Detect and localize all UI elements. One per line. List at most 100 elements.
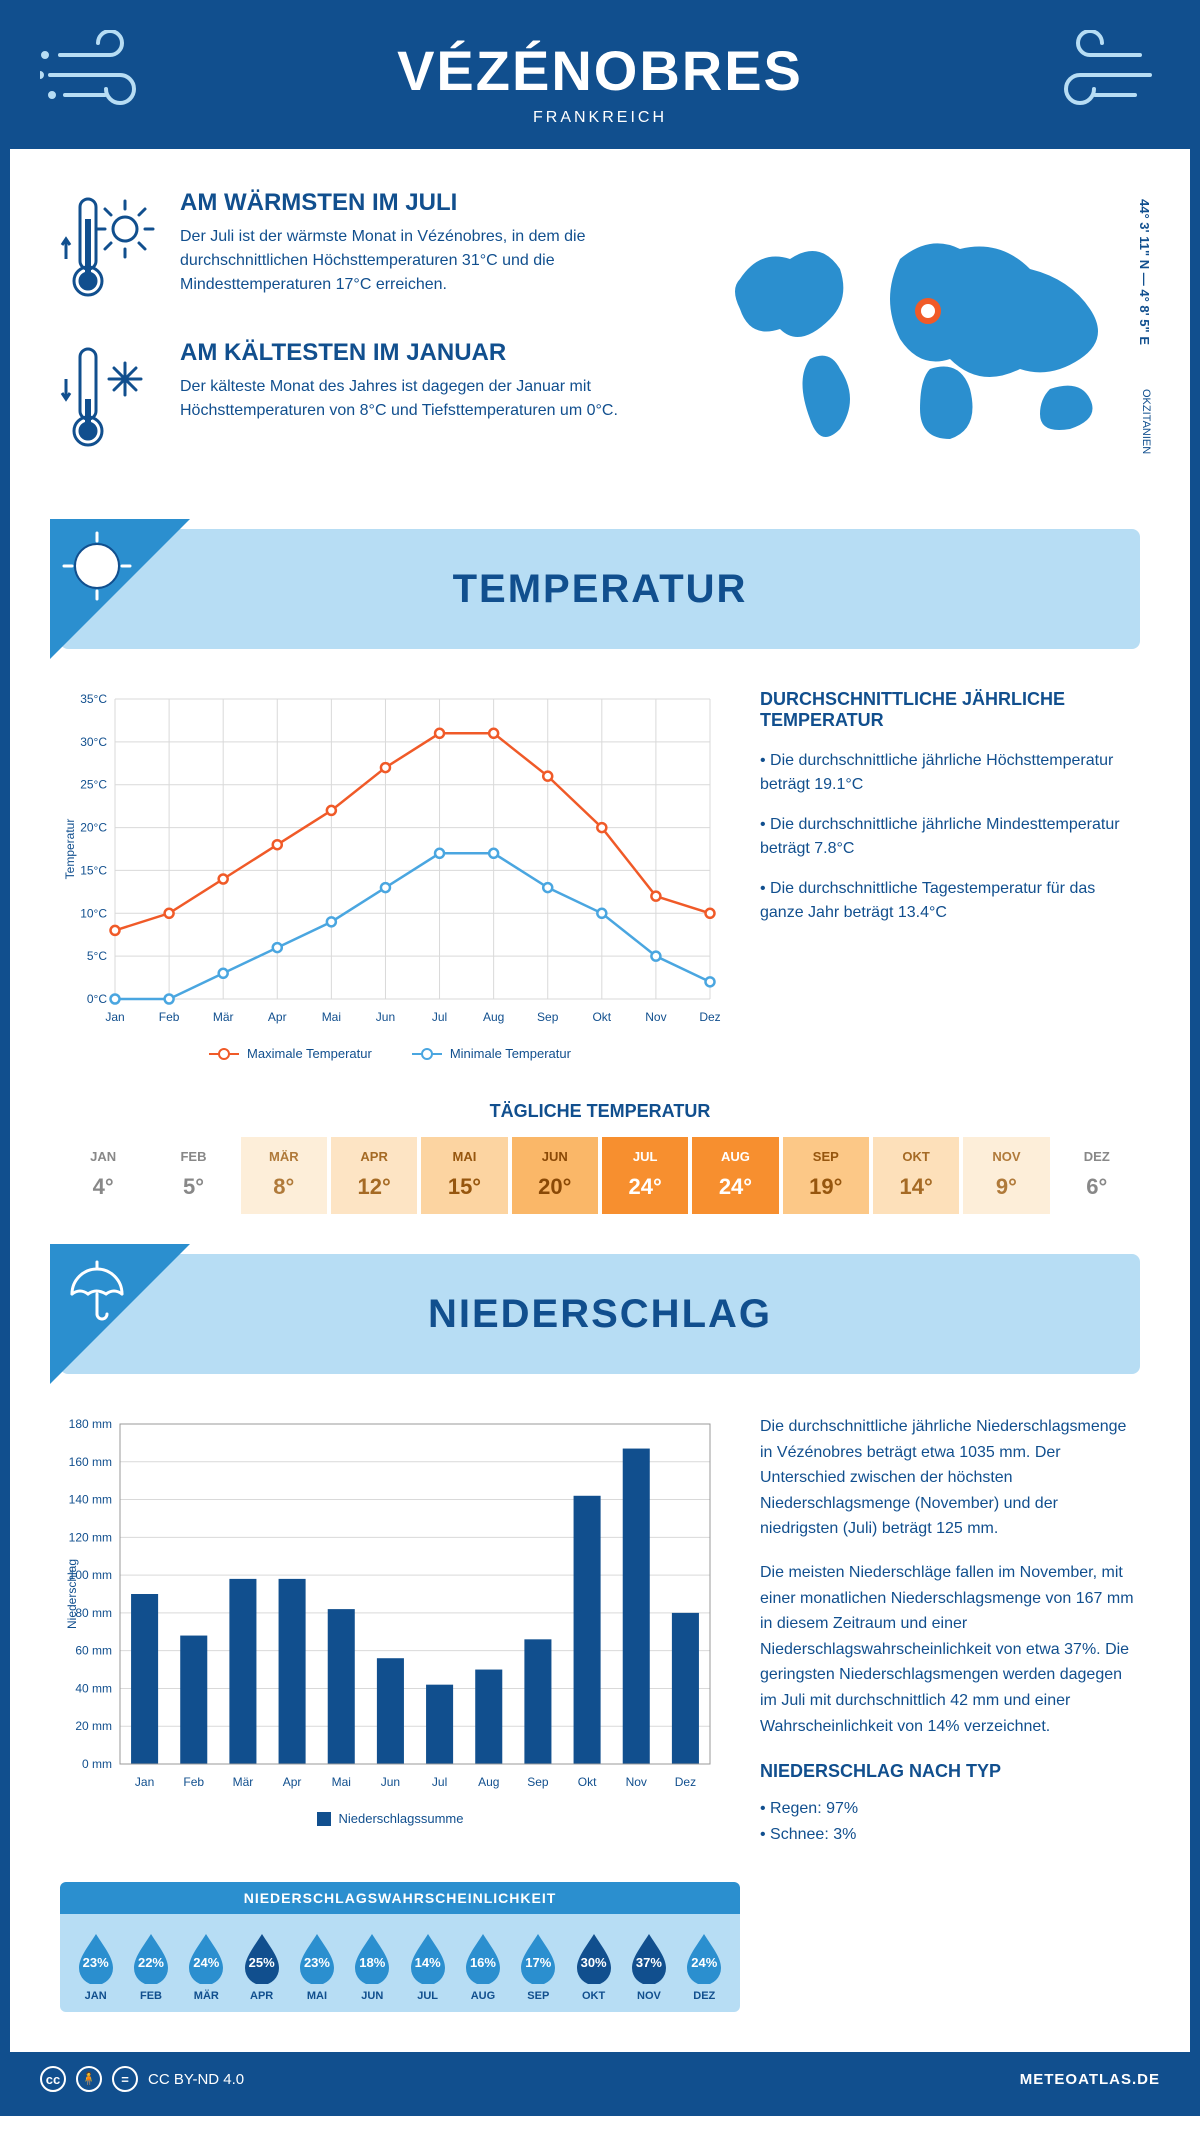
prob-cell: 18% JUN xyxy=(345,1932,400,2002)
thermometer-hot-icon xyxy=(60,189,160,309)
legend-low: Minimale Temperatur xyxy=(412,1046,571,1061)
legend-high: Maximale Temperatur xyxy=(209,1046,372,1061)
raindrop-icon: 18% xyxy=(351,1932,393,1984)
svg-text:Jan: Jan xyxy=(105,1010,124,1024)
svg-text:Mär: Mär xyxy=(213,1010,234,1024)
location-marker xyxy=(918,301,938,321)
prob-cell: 24% DEZ xyxy=(677,1932,732,2002)
prob-title: NIEDERSCHLAGSWAHRSCHEINLICHKEIT xyxy=(60,1882,740,1914)
svg-text:0 mm: 0 mm xyxy=(82,1757,112,1771)
svg-text:Okt: Okt xyxy=(578,1775,597,1789)
precip-type-title: NIEDERSCHLAG NACH TYP xyxy=(760,1757,1140,1786)
svg-text:Mai: Mai xyxy=(322,1010,341,1024)
daily-temp-cell: MAI15° xyxy=(421,1137,507,1214)
precip-p2: Die meisten Niederschläge fallen im Nove… xyxy=(760,1560,1140,1739)
page-subtitle: FRANKREICH xyxy=(10,109,1190,127)
raindrop-icon: 22% xyxy=(130,1932,172,1984)
license-block: cc 🧍 = CC BY-ND 4.0 xyxy=(40,2066,244,2092)
header: VÉZÉNOBRES FRANKREICH xyxy=(10,10,1190,149)
daily-temp-strip: JAN4°FEB5°MÄR8°APR12°MAI15°JUN20°JUL24°A… xyxy=(60,1137,1140,1214)
svg-text:0°C: 0°C xyxy=(87,992,107,1006)
precip-body: 0 mm20 mm40 mm60 mm80 mm100 mm120 mm140 … xyxy=(10,1374,1190,1857)
map-column: 44° 3' 11" N — 4° 8' 5" E OKZITANIEN xyxy=(720,189,1140,489)
temperature-banner: TEMPERATUR xyxy=(60,529,1140,649)
site-label: METEOATLAS.DE xyxy=(1020,2071,1160,2088)
warmest-text: Der Juli ist der wärmste Monat in Vézéno… xyxy=(180,225,680,297)
prob-row: 23% JAN 22% FEB 24% MÄR 25% APR 23% MAI xyxy=(60,1914,740,2012)
prob-cell: 22% FEB xyxy=(123,1932,178,2002)
svg-text:Jul: Jul xyxy=(432,1775,447,1789)
sun-icon xyxy=(50,519,190,659)
coldest-text: Der kälteste Monat des Jahres ist dagege… xyxy=(180,375,680,423)
daily-temp-cell: APR12° xyxy=(331,1137,417,1214)
wind-icon xyxy=(1020,30,1160,120)
svg-text:Apr: Apr xyxy=(283,1775,302,1789)
temperature-body: 0°C5°C10°C15°C20°C25°C30°C35°CJanFebMärA… xyxy=(10,649,1190,1081)
page-frame: VÉZÉNOBRES FRANKREICH xyxy=(0,0,1200,2116)
coldest-block: AM KÄLTESTEN IM JANUAR Der kälteste Mona… xyxy=(60,339,680,459)
svg-text:Feb: Feb xyxy=(183,1775,204,1789)
precip-p1: Die durchschnittliche jährliche Niedersc… xyxy=(760,1414,1140,1542)
precip-chart: 0 mm20 mm40 mm60 mm80 mm100 mm120 mm140 … xyxy=(60,1414,720,1847)
raindrop-icon: 30% xyxy=(573,1932,615,1984)
license-text: CC BY-ND 4.0 xyxy=(148,2071,244,2088)
svg-text:20 mm: 20 mm xyxy=(75,1719,112,1733)
svg-text:Feb: Feb xyxy=(159,1010,180,1024)
svg-text:80 mm: 80 mm xyxy=(75,1606,112,1620)
svg-text:120 mm: 120 mm xyxy=(69,1530,112,1544)
daily-temp-cell: JUN20° xyxy=(512,1137,598,1214)
daily-temp-cell: JUL24° xyxy=(602,1137,688,1214)
coldest-title: AM KÄLTESTEN IM JANUAR xyxy=(180,339,680,367)
daily-temp-cell: NOV9° xyxy=(963,1137,1049,1214)
prob-cell: 23% MAI xyxy=(289,1932,344,2002)
svg-text:Sep: Sep xyxy=(537,1010,559,1024)
svg-text:Jul: Jul xyxy=(432,1010,447,1024)
precip-type-item: • Regen: 97% xyxy=(760,1796,1140,1822)
svg-text:Jan: Jan xyxy=(135,1775,154,1789)
precip-banner: NIEDERSCHLAG xyxy=(60,1254,1140,1374)
temp-bullet: • Die durchschnittliche jährliche Höchst… xyxy=(760,749,1140,797)
raindrop-icon: 37% xyxy=(628,1932,670,1984)
svg-text:40 mm: 40 mm xyxy=(75,1681,112,1695)
precip-title: NIEDERSCHLAG xyxy=(428,1292,772,1337)
svg-text:20°C: 20°C xyxy=(80,821,107,835)
cc-icon: cc xyxy=(40,2066,66,2092)
svg-text:35°C: 35°C xyxy=(80,692,107,706)
daily-temp-cell: SEP19° xyxy=(783,1137,869,1214)
prob-cell: 16% AUG xyxy=(455,1932,510,2002)
daily-temp-cell: JAN4° xyxy=(60,1137,146,1214)
svg-text:Aug: Aug xyxy=(478,1775,499,1789)
temp-bullet: • Die durchschnittliche Tagestemperatur … xyxy=(760,877,1140,925)
svg-text:Nov: Nov xyxy=(645,1010,666,1024)
daily-temp-title: TÄGLICHE TEMPERATUR xyxy=(10,1101,1190,1122)
prob-cell: 17% SEP xyxy=(511,1932,566,2002)
svg-text:Niederschlag: Niederschlag xyxy=(65,1559,79,1629)
prob-cell: 23% JAN xyxy=(68,1932,123,2002)
warmest-title: AM WÄRMSTEN IM JULI xyxy=(180,189,680,217)
legend-precip: Niederschlagssumme xyxy=(317,1811,464,1826)
svg-text:Temperatur: Temperatur xyxy=(63,819,77,880)
prob-cell: 14% JUL xyxy=(400,1932,455,2002)
svg-text:140 mm: 140 mm xyxy=(69,1493,112,1507)
raindrop-icon: 16% xyxy=(462,1932,504,1984)
svg-text:25°C: 25°C xyxy=(80,778,107,792)
raindrop-icon: 23% xyxy=(75,1932,117,1984)
raindrop-icon: 25% xyxy=(241,1932,283,1984)
temp-summary-title: DURCHSCHNITTLICHE JÄHRLICHE TEMPERATUR xyxy=(760,689,1140,731)
svg-text:5°C: 5°C xyxy=(87,949,107,963)
intro-text-column: AM WÄRMSTEN IM JULI Der Juli ist der wär… xyxy=(60,189,680,489)
svg-text:Jun: Jun xyxy=(381,1775,400,1789)
prob-cell: 25% APR xyxy=(234,1932,289,2002)
svg-text:Apr: Apr xyxy=(268,1010,287,1024)
intro-section: AM WÄRMSTEN IM JULI Der Juli ist der wär… xyxy=(10,149,1190,519)
svg-text:Dez: Dez xyxy=(699,1010,720,1024)
svg-text:Nov: Nov xyxy=(626,1775,647,1789)
raindrop-icon: 24% xyxy=(185,1932,227,1984)
temperature-summary: DURCHSCHNITTLICHE JÄHRLICHE TEMPERATUR •… xyxy=(760,689,1140,1061)
precip-type-item: • Schnee: 3% xyxy=(760,1822,1140,1848)
svg-text:Mär: Mär xyxy=(233,1775,254,1789)
raindrop-icon: 23% xyxy=(296,1932,338,1984)
temp-bullet: • Die durchschnittliche jährliche Mindes… xyxy=(760,813,1140,861)
footer: cc 🧍 = CC BY-ND 4.0 METEOATLAS.DE xyxy=(10,2052,1190,2106)
precip-probability-box: NIEDERSCHLAGSWAHRSCHEINLICHKEIT 23% JAN … xyxy=(60,1882,740,2012)
